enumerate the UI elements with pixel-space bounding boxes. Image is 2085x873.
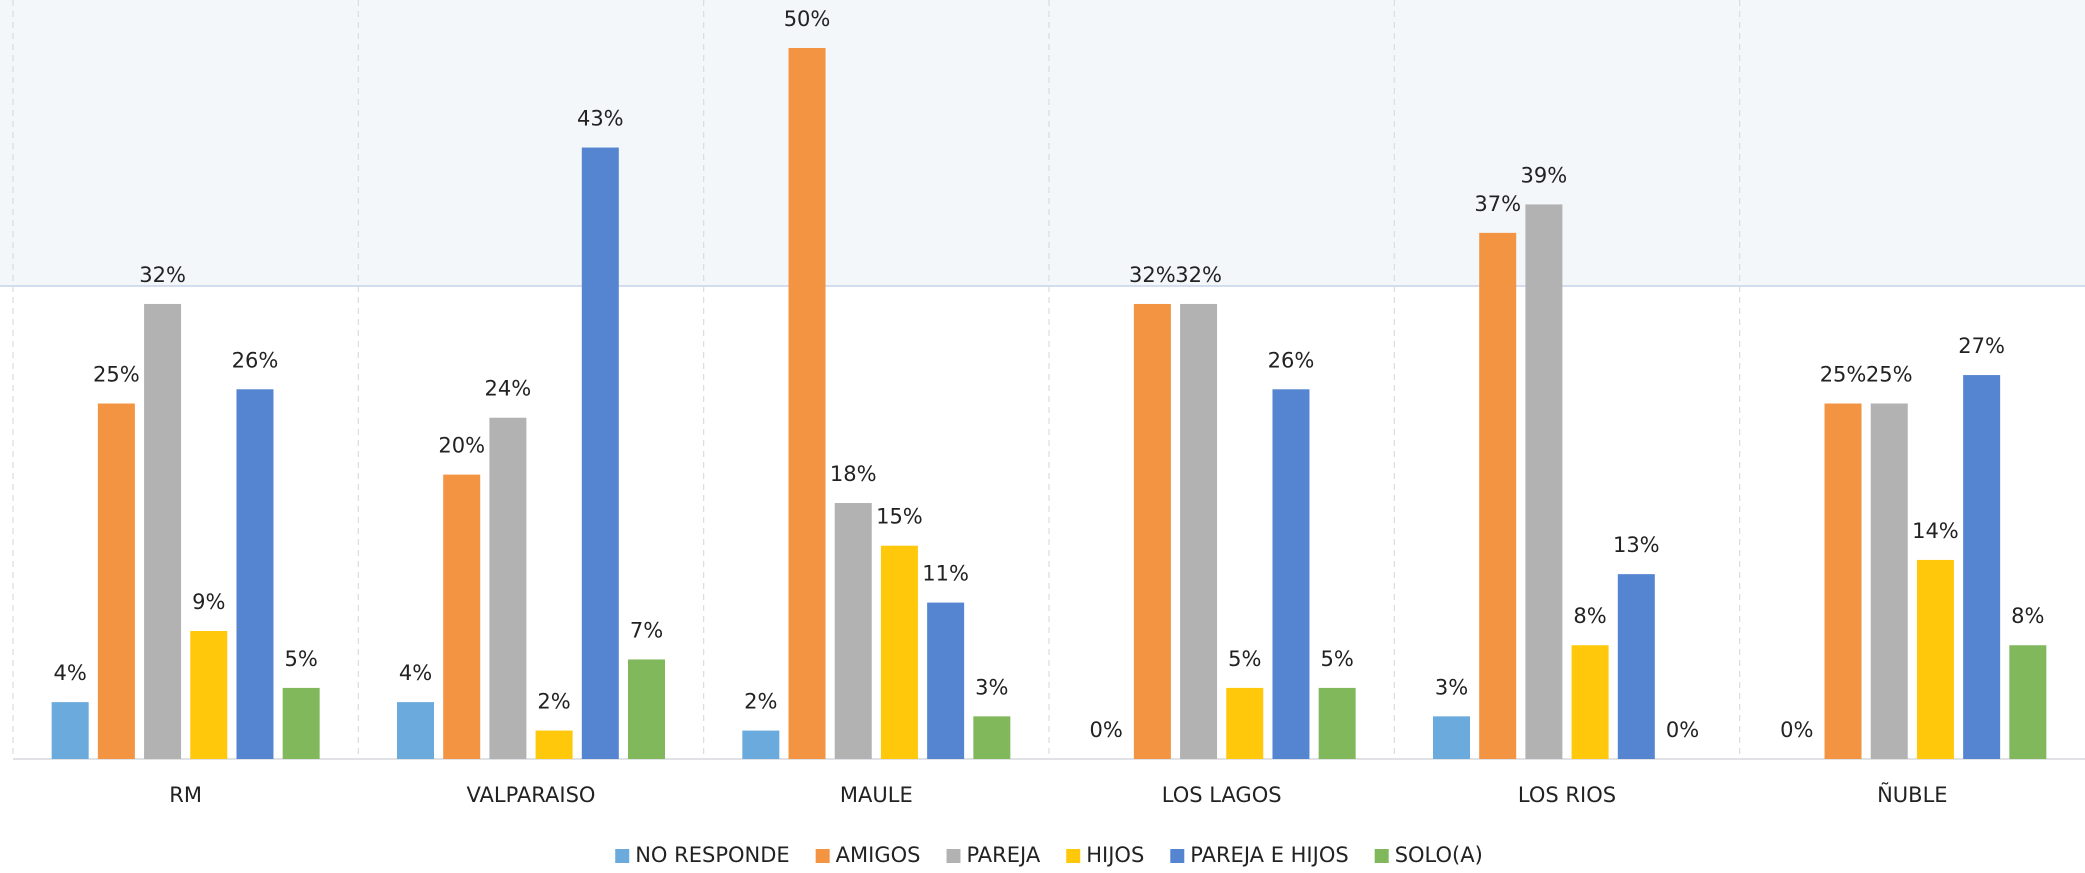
bar: [1133, 303, 1171, 759]
value-label: 25%: [93, 363, 140, 387]
value-label: 15%: [876, 505, 923, 529]
bar: [1963, 375, 2001, 759]
bar: [2009, 645, 2047, 759]
bar: [834, 503, 872, 759]
bar: [1824, 403, 1862, 759]
bar: [1571, 645, 1609, 759]
legend-label: NO RESPONDE: [635, 843, 789, 867]
bar: [1525, 204, 1563, 760]
value-label: 2%: [537, 690, 570, 714]
value-label: 26%: [232, 348, 279, 372]
x-tick-label: VALPARAISO: [467, 783, 596, 807]
bar: [282, 687, 320, 759]
value-label: 4%: [399, 661, 432, 685]
value-label: 0%: [1780, 718, 1813, 742]
bar: [927, 602, 965, 759]
value-label: 25%: [1820, 363, 1867, 387]
value-label: 4%: [54, 661, 87, 685]
legend-swatch: [615, 849, 630, 863]
bar: [1479, 232, 1517, 760]
bar: [1617, 574, 1655, 759]
bar: [1226, 687, 1264, 759]
bar: [97, 403, 135, 759]
bar: [397, 702, 434, 759]
bar: [1318, 687, 1356, 759]
value-label: 32%: [139, 263, 186, 287]
value-label: 27%: [1958, 334, 2005, 358]
bar: [581, 147, 619, 760]
bar: [880, 545, 918, 759]
value-label: 24%: [485, 377, 532, 401]
value-label: 5%: [1228, 647, 1261, 671]
value-label: 37%: [1474, 192, 1521, 216]
value-label: 18%: [830, 462, 877, 486]
legend-swatch: [1170, 849, 1185, 863]
value-label: 8%: [1573, 604, 1606, 628]
legend-label: AMIGOS: [836, 843, 921, 867]
top-band: [0, 0, 2085, 286]
value-label: 32%: [1175, 263, 1222, 287]
legend-swatch: [815, 849, 830, 863]
value-label: 25%: [1866, 363, 1913, 387]
value-label: 8%: [2011, 604, 2044, 628]
legend-swatch: [946, 849, 961, 863]
value-label: 0%: [1090, 718, 1123, 742]
bar: [1433, 716, 1470, 759]
bar: [51, 702, 89, 759]
value-label: 9%: [192, 590, 225, 614]
x-tick-label: LOS RIOS: [1518, 783, 1616, 807]
value-label: 3%: [975, 675, 1008, 699]
legend-label: PAREJA E HIJOS: [1190, 843, 1348, 867]
x-tick-label: MAULE: [840, 783, 913, 807]
value-label: 39%: [1521, 163, 1568, 187]
bar: [489, 417, 527, 759]
value-label: 3%: [1435, 675, 1468, 699]
bar: [190, 631, 228, 759]
legend-label: HIJOS: [1086, 843, 1144, 867]
value-label: 26%: [1268, 348, 1315, 372]
value-label: 20%: [438, 434, 485, 458]
value-label: 13%: [1613, 533, 1660, 557]
bar: [535, 730, 573, 759]
bar: [1272, 389, 1310, 759]
value-label: 0%: [1666, 718, 1699, 742]
x-tick-label: ÑUBLE: [1877, 781, 1947, 807]
legend-label: PAREJA: [966, 843, 1040, 867]
value-label: 7%: [630, 618, 663, 642]
legend-label: SOLO(A): [1395, 843, 1483, 867]
bar: [788, 48, 826, 759]
bar: [628, 659, 665, 759]
value-label: 14%: [1912, 519, 1959, 543]
legend-swatch: [1066, 849, 1081, 863]
x-tick-label: LOS LAGOS: [1162, 783, 1282, 807]
value-label: 50%: [784, 7, 831, 31]
bar: [742, 730, 780, 759]
bar: [1180, 303, 1218, 759]
value-label: 5%: [1321, 647, 1354, 671]
x-tick-label: RM: [169, 783, 202, 807]
value-label: 5%: [285, 647, 318, 671]
bar: [236, 389, 274, 759]
value-label: 2%: [744, 690, 777, 714]
value-label: 32%: [1129, 263, 1176, 287]
bar: [1870, 403, 1908, 759]
bar: [144, 303, 182, 759]
bar: [443, 474, 481, 759]
bar: [1916, 559, 1954, 759]
value-label: 43%: [577, 107, 624, 131]
legend-swatch: [1374, 849, 1389, 863]
bar: [973, 716, 1011, 759]
value-label: 11%: [922, 562, 969, 586]
